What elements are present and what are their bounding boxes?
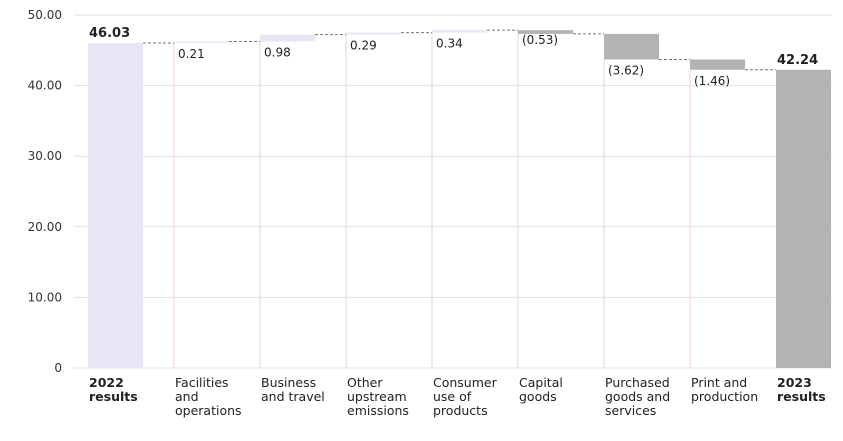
bar xyxy=(174,41,229,44)
bar xyxy=(260,34,315,42)
data-label: (0.53) xyxy=(522,33,558,47)
y-axis: 0 10.00 20.00 30.00 40.00 50.00 xyxy=(28,8,62,375)
value-labels: 46.03 0.21 0.98 0.29 0.34 (0.53) (3.62) (1.46) 4… xyxy=(89,26,818,88)
y-tick-label: 40.00 xyxy=(28,79,62,93)
x-tick-label: services xyxy=(605,403,656,418)
x-tick-label: and travel xyxy=(261,389,325,404)
bar xyxy=(690,59,745,70)
data-label: 0.29 xyxy=(350,39,377,53)
data-label: 42.24 xyxy=(777,53,818,68)
data-label: 0.98 xyxy=(264,46,291,60)
x-tick-label: production xyxy=(691,389,758,404)
bar xyxy=(518,30,573,34)
x-tick-label: Other xyxy=(347,375,383,390)
x-tick-label: upstream xyxy=(347,389,407,404)
x-tick-label: products xyxy=(433,403,488,418)
x-tick-label: goods xyxy=(519,389,557,404)
bar xyxy=(776,69,831,369)
x-tick-label: results xyxy=(89,389,138,404)
data-label: 0.21 xyxy=(178,47,205,61)
x-tick-label: results xyxy=(777,389,826,404)
y-tick-label: 50.00 xyxy=(28,8,62,22)
data-label: 0.34 xyxy=(436,37,463,51)
data-label: (1.46) xyxy=(694,74,730,88)
y-tick-label: 30.00 xyxy=(28,149,62,163)
bar xyxy=(604,33,659,60)
x-tick-label: Print and xyxy=(691,375,747,390)
x-tick-label: Purchased xyxy=(605,375,670,390)
x-tick-label: 2023 xyxy=(777,375,812,390)
y-tick-label: 10.00 xyxy=(28,290,62,304)
x-tick-label: Facilities xyxy=(175,375,229,390)
bar xyxy=(432,30,487,33)
y-tick-label: 0 xyxy=(54,361,62,375)
category-guides xyxy=(173,32,691,368)
x-tick-label: and xyxy=(175,389,199,404)
x-tick-label: goods and xyxy=(605,389,670,404)
x-tick-label: 2022 xyxy=(89,375,124,390)
x-tick-label: operations xyxy=(175,403,242,418)
x-axis-labels: 2022resultsFacilitiesandoperationsBusine… xyxy=(89,375,826,418)
bar xyxy=(88,43,143,368)
connectors xyxy=(143,29,776,71)
bar xyxy=(346,32,401,35)
bars xyxy=(88,30,831,369)
gridlines xyxy=(74,14,832,369)
x-tick-label: use of xyxy=(433,389,472,404)
x-tick-label: Business xyxy=(261,375,316,390)
data-label: (3.62) xyxy=(608,63,644,77)
data-label: 46.03 xyxy=(89,26,130,41)
x-tick-label: Consumer xyxy=(433,375,498,390)
x-tick-label: Capital xyxy=(519,375,563,390)
x-tick-label: emissions xyxy=(347,403,409,418)
y-tick-label: 20.00 xyxy=(28,220,62,234)
